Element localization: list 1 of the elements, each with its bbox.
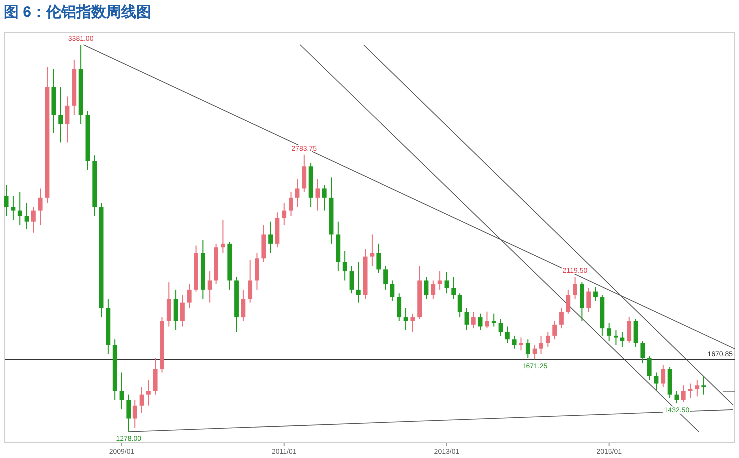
- chart-title: 图 6：伦铝指数周线图: [4, 4, 152, 21]
